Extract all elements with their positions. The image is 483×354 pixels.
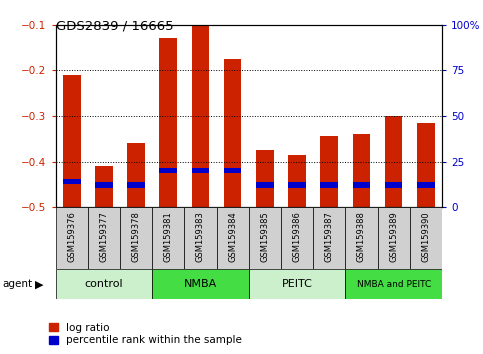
Bar (288, 155, 306, 207)
Bar (281, 207, 313, 269)
Bar (224, 168, 242, 173)
Bar (192, 168, 209, 173)
Text: control: control (85, 279, 123, 289)
Text: GSM159384: GSM159384 (228, 211, 237, 262)
Text: GSM159390: GSM159390 (421, 211, 430, 262)
Bar (288, 182, 306, 188)
Text: NMBA and PEITC: NMBA and PEITC (356, 280, 431, 289)
Bar (216, 207, 249, 269)
Text: GSM159383: GSM159383 (196, 211, 205, 262)
Bar (256, 150, 274, 207)
Bar (313, 207, 345, 269)
Text: PEITC: PEITC (282, 279, 313, 289)
Bar (152, 207, 185, 269)
Text: agent: agent (2, 279, 32, 289)
Bar (224, 59, 242, 207)
Bar (256, 182, 274, 188)
Text: GSM159378: GSM159378 (131, 211, 141, 262)
Bar (95, 166, 113, 207)
Bar (56, 207, 88, 269)
Text: NMBA: NMBA (184, 279, 217, 289)
Text: GSM159387: GSM159387 (325, 211, 334, 262)
Bar (417, 182, 435, 188)
Bar (249, 207, 281, 269)
Text: GSM159389: GSM159389 (389, 211, 398, 262)
Bar (88, 207, 120, 269)
Bar (410, 207, 442, 269)
Text: GSM159386: GSM159386 (293, 211, 301, 262)
Bar (120, 207, 152, 269)
Bar (320, 182, 338, 188)
Bar (56, 269, 152, 299)
Bar (353, 134, 370, 207)
Text: ▶: ▶ (35, 279, 43, 289)
Text: GSM159385: GSM159385 (260, 211, 270, 262)
Bar (353, 182, 370, 188)
Text: GDS2839 / 16665: GDS2839 / 16665 (56, 19, 173, 33)
Bar (385, 182, 402, 188)
Bar (249, 269, 345, 299)
Bar (159, 39, 177, 207)
Bar (345, 269, 442, 299)
Bar (378, 207, 410, 269)
Text: GSM159381: GSM159381 (164, 211, 173, 262)
Bar (159, 168, 177, 173)
Bar (63, 179, 81, 184)
Bar (127, 182, 145, 188)
Bar (127, 143, 145, 207)
Legend: log ratio, percentile rank within the sample: log ratio, percentile rank within the sa… (49, 322, 242, 345)
Bar (320, 136, 338, 207)
Bar (385, 116, 402, 207)
Bar (417, 123, 435, 207)
Text: GSM159377: GSM159377 (99, 211, 108, 262)
Text: GSM159388: GSM159388 (357, 211, 366, 262)
Bar (95, 182, 113, 188)
Bar (185, 207, 216, 269)
Bar (192, 25, 209, 207)
Text: GSM159376: GSM159376 (67, 211, 76, 262)
Bar (152, 269, 249, 299)
Bar (345, 207, 378, 269)
Bar (63, 75, 81, 207)
